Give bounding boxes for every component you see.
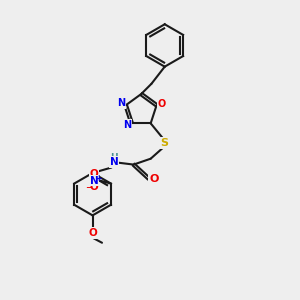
Text: O: O xyxy=(158,99,166,110)
Text: N: N xyxy=(90,176,98,186)
Text: O: O xyxy=(149,174,159,184)
Text: S: S xyxy=(160,138,169,148)
Text: +: + xyxy=(95,174,101,183)
Text: N: N xyxy=(117,98,125,108)
Text: H: H xyxy=(110,153,118,162)
Text: O: O xyxy=(88,228,97,238)
Text: N: N xyxy=(123,120,131,130)
Text: −: − xyxy=(85,183,92,192)
Text: N: N xyxy=(110,157,118,167)
Text: O: O xyxy=(90,169,98,179)
Text: O: O xyxy=(90,182,98,192)
